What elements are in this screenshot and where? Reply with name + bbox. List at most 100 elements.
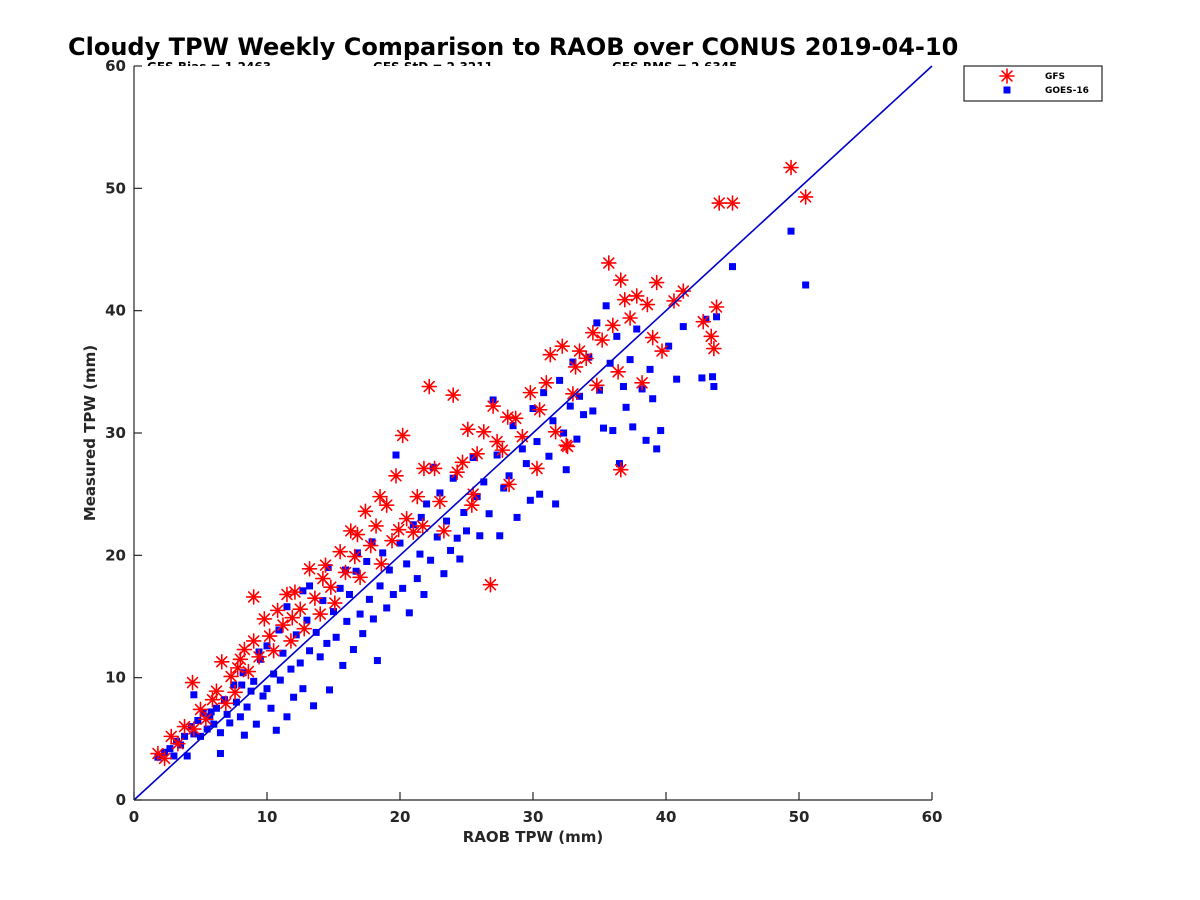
data-point [460, 509, 468, 517]
data-point [695, 313, 712, 330]
data-point [368, 518, 384, 534]
data-point [213, 653, 230, 670]
data-point [405, 609, 413, 617]
data-point [399, 584, 407, 592]
data-point [310, 702, 318, 710]
data-point [263, 685, 271, 693]
data-point [299, 685, 307, 693]
data-point [373, 556, 390, 572]
data-point [181, 732, 189, 740]
data-point [290, 693, 298, 701]
data-point [565, 386, 581, 402]
data-point [578, 350, 595, 367]
data-point [501, 476, 517, 493]
data-point [626, 356, 634, 364]
data-point [619, 383, 627, 391]
data-point [372, 488, 388, 505]
data-point [156, 750, 173, 767]
data-point [356, 610, 364, 618]
data-point [236, 713, 244, 721]
data-point [376, 582, 384, 590]
data-point [389, 590, 397, 598]
data-point [606, 359, 614, 367]
data-point [379, 549, 387, 557]
data-point [594, 332, 610, 348]
data-point [405, 524, 422, 540]
data-point [666, 293, 682, 309]
data-point [560, 429, 568, 437]
data-point [184, 674, 201, 691]
data-point [505, 472, 513, 480]
data-point [648, 274, 665, 291]
data-point [634, 375, 650, 391]
data-point [267, 704, 275, 712]
data-point [170, 752, 178, 760]
legend-label-goes-16: GOES-16 [1045, 86, 1089, 96]
data-point [556, 376, 564, 384]
data-point [783, 159, 799, 176]
data-point [312, 606, 329, 622]
data-point [628, 288, 645, 304]
data-point [357, 503, 374, 520]
data-points [150, 159, 814, 767]
data-point [303, 616, 311, 624]
data-point [323, 639, 331, 647]
data-point [509, 422, 517, 430]
y-axis-label: Measured TPW (mm) [81, 345, 99, 521]
data-point [542, 346, 559, 363]
data-point [602, 302, 610, 310]
data-point [576, 392, 584, 400]
data-point [724, 195, 741, 211]
data-point [713, 313, 721, 321]
data-point [642, 436, 650, 444]
data-point [236, 641, 253, 658]
data-point [292, 601, 309, 617]
data-point [547, 423, 564, 440]
data-point [665, 342, 673, 350]
data-point [373, 657, 381, 665]
data-point [449, 474, 457, 482]
data-point [622, 403, 630, 411]
data-point [482, 576, 499, 593]
data-point [177, 741, 185, 749]
data-point [217, 695, 234, 712]
data-point [230, 681, 238, 689]
data-point [416, 460, 432, 477]
data-point [206, 713, 214, 721]
data-point [247, 687, 255, 695]
data-point [562, 466, 570, 474]
data-point [227, 684, 243, 701]
data-point [460, 421, 476, 438]
y-tick-label: 10 [105, 669, 126, 687]
data-point [287, 665, 295, 673]
data-point [349, 526, 366, 543]
data-point [306, 582, 314, 590]
data-point [489, 433, 505, 450]
y-tick-label: 0 [116, 791, 126, 809]
data-point [197, 732, 204, 740]
data-point [176, 718, 193, 735]
data-point [292, 631, 300, 639]
data-point [629, 423, 637, 431]
data-point [194, 716, 202, 724]
data-point [464, 497, 480, 513]
data-point [317, 557, 334, 573]
data-point [332, 633, 340, 641]
data-point [250, 677, 258, 685]
x-tick-label: 10 [257, 808, 278, 826]
data-point [363, 557, 371, 565]
data-point [272, 726, 280, 734]
data-point [480, 478, 488, 486]
data-point [349, 646, 357, 654]
data-point [210, 720, 218, 728]
data-point [513, 513, 521, 521]
y-tick-label: 40 [105, 302, 126, 320]
data-point [403, 560, 411, 568]
data-point [252, 720, 260, 728]
data-point [531, 401, 548, 418]
data-point [653, 445, 661, 453]
data-point [573, 435, 581, 443]
data-point [203, 725, 211, 733]
data-point [593, 319, 601, 327]
data-point [345, 590, 353, 598]
